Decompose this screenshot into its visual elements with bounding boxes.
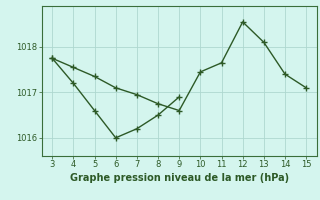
X-axis label: Graphe pression niveau de la mer (hPa): Graphe pression niveau de la mer (hPa) [70, 173, 289, 183]
